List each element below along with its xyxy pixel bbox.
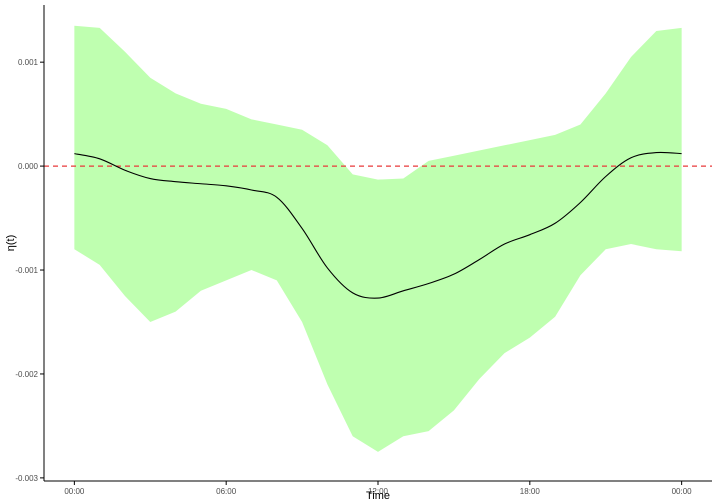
x-tick-label: 18:00	[520, 487, 541, 496]
y-tick-label: -0.003	[15, 474, 38, 483]
x-tick-label: 12:00	[368, 487, 389, 496]
x-axis-title: Time	[366, 490, 390, 502]
eta-estimate-line	[74, 151, 682, 299]
y-tick-label: 0.000	[18, 162, 39, 171]
y-axis-title: η(t)	[5, 235, 17, 252]
x-tick-label: 00:00	[672, 487, 693, 496]
x-tick-label: 00:00	[64, 487, 85, 496]
confidence-band	[74, 25, 682, 452]
y-tick-label: 0.001	[18, 58, 39, 67]
x-axis-ticks: 00:00 06:00 12:00 18:00 00:00	[64, 481, 692, 496]
y-tick-label: -0.002	[15, 370, 38, 379]
y-axis-ticks: 0.001 0.000 -0.001 -0.002 -0.003	[15, 58, 44, 483]
y-tick-label: -0.001	[15, 266, 38, 275]
plot-area	[44, 25, 712, 452]
x-tick-label: 06:00	[216, 487, 237, 496]
